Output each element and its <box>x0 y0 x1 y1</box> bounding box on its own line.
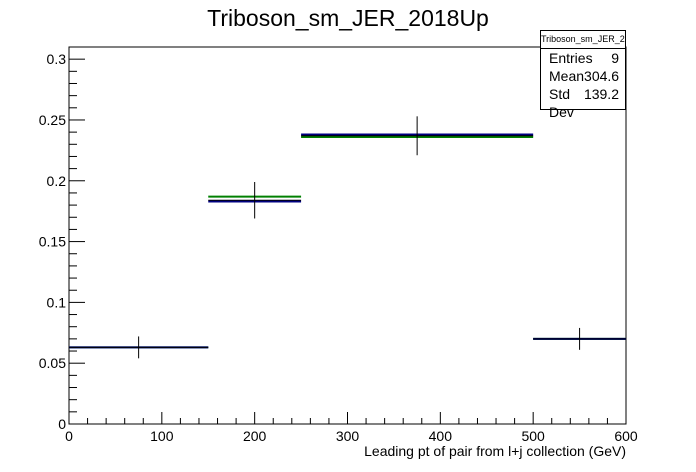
series-layer <box>69 133 626 349</box>
stats-row-mean: Mean 304.6 <box>541 67 625 85</box>
chart-title: Triboson_sm_JER_2018Up <box>207 5 489 31</box>
y-tick-label: 0.05 <box>39 355 66 371</box>
x-axis-label: Leading pt of pair from l+j collection (… <box>364 443 626 459</box>
stats-row-entries: Entries 9 <box>541 49 625 67</box>
y-tick-label: 0.3 <box>47 51 67 67</box>
axes: 0 100 200 300 400 500 600 0 0.05 0.1 0.15 0.2 0.25 0.… <box>39 46 638 444</box>
x-tick-label: 0 <box>65 428 73 444</box>
stats-row-stddev: Std Dev 139.2 <box>541 85 625 121</box>
x-tick-label: 500 <box>521 428 545 444</box>
x-tick-label: 200 <box>243 428 267 444</box>
x-tick-label: 300 <box>336 428 360 444</box>
stats-label: Entries <box>549 50 593 66</box>
y-tick-label: 0 <box>58 416 66 432</box>
stats-title: Triboson_sm_JER_2018Up <box>541 31 625 49</box>
stats-box: Triboson_sm_JER_2018Up Entries 9 Mean 30… <box>540 30 626 120</box>
y-tick-label: 0.1 <box>47 294 67 310</box>
stats-label: Mean <box>549 68 585 84</box>
y-tick-label: 0.2 <box>47 173 67 189</box>
x-tick-label: 600 <box>614 428 638 444</box>
stats-label: Std Dev <box>549 86 574 120</box>
y-tick-label: 0.25 <box>39 112 66 128</box>
y-tick-label: 0.15 <box>39 234 66 250</box>
data-points <box>69 116 626 359</box>
stats-value: 139.2 <box>583 86 619 102</box>
x-tick-label: 400 <box>429 428 453 444</box>
stats-value: 304.6 <box>584 68 620 84</box>
x-tick-label: 100 <box>150 428 174 444</box>
stats-value: 9 <box>611 50 619 66</box>
